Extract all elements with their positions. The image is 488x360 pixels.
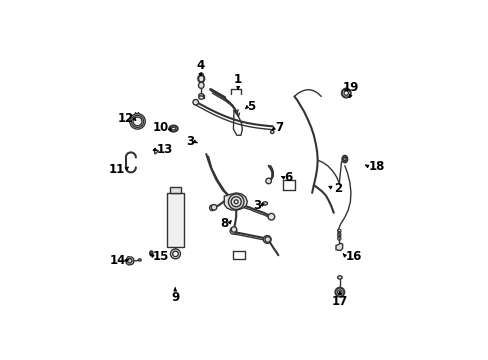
Text: 9: 9 [171,291,179,304]
Circle shape [264,237,270,242]
Text: 6: 6 [284,171,291,184]
Text: 2: 2 [333,182,341,195]
Text: 5: 5 [247,100,255,113]
Text: 12: 12 [117,112,133,125]
Circle shape [341,89,350,98]
Ellipse shape [337,276,342,279]
Circle shape [129,114,145,129]
Polygon shape [167,193,183,247]
Text: 17: 17 [331,295,347,308]
Circle shape [335,288,344,297]
Ellipse shape [149,251,153,256]
Circle shape [127,258,132,263]
Ellipse shape [343,157,346,161]
Text: 14: 14 [109,254,125,267]
Circle shape [267,213,274,220]
Circle shape [172,251,178,257]
Circle shape [270,130,273,134]
Text: 13: 13 [156,143,172,156]
Circle shape [263,235,270,243]
Text: 16: 16 [345,249,361,262]
Ellipse shape [342,156,346,162]
Ellipse shape [262,202,267,205]
Circle shape [228,194,244,210]
Text: 3: 3 [186,135,194,148]
Circle shape [193,99,198,105]
Ellipse shape [198,96,203,99]
Circle shape [265,178,271,184]
Text: 4: 4 [196,59,204,72]
Polygon shape [335,243,342,251]
Text: 8: 8 [220,217,228,230]
Ellipse shape [138,259,141,261]
Circle shape [211,204,216,210]
Text: 11: 11 [109,163,125,176]
Ellipse shape [198,75,204,82]
Circle shape [231,227,236,232]
Polygon shape [224,193,247,210]
Text: 19: 19 [342,81,358,94]
Circle shape [170,249,180,259]
Circle shape [337,290,342,294]
Polygon shape [170,187,181,193]
Ellipse shape [198,82,203,89]
Circle shape [231,197,241,207]
Text: 15: 15 [153,249,169,262]
Polygon shape [125,257,133,265]
Circle shape [209,205,215,211]
Circle shape [344,91,348,95]
Ellipse shape [171,127,175,130]
Text: 3: 3 [252,199,260,212]
Text: 18: 18 [367,160,384,173]
Text: 10: 10 [152,121,168,134]
Ellipse shape [169,126,177,132]
Polygon shape [154,149,158,154]
Ellipse shape [198,94,203,97]
Circle shape [230,228,236,234]
Ellipse shape [150,252,152,255]
Text: 1: 1 [234,73,242,86]
Text: 7: 7 [274,121,283,134]
Circle shape [234,200,238,204]
